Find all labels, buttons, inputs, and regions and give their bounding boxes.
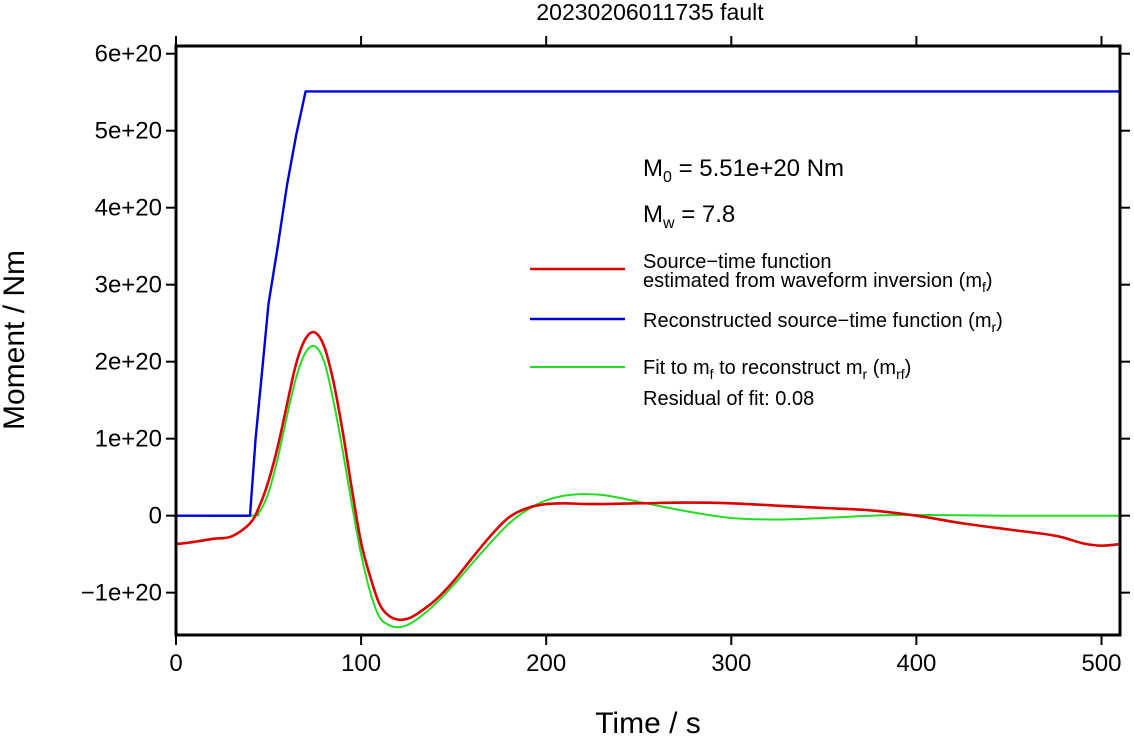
- x-tick-label: 500: [1081, 650, 1121, 677]
- series-line-mr: [176, 90, 1120, 517]
- chart-title: 20230206011735 fault: [536, 0, 764, 25]
- y-tick-label: 0: [149, 503, 162, 530]
- y-tick-label: 6e+20: [95, 41, 162, 68]
- x-tick-label: 100: [341, 650, 381, 677]
- y-tick-label: −1e+20: [81, 580, 162, 607]
- series-line-mrf: [176, 344, 1120, 629]
- x-tick-label: 0: [169, 650, 182, 677]
- legend-label-mf-line2: estimated from waveform inversion (mf): [643, 270, 993, 295]
- legend: Source−time function estimated from wave…: [530, 251, 1003, 410]
- y-tick-label: 5e+20: [95, 118, 162, 145]
- x-tick-label: 400: [896, 650, 936, 677]
- series-line-mf: [176, 330, 1120, 622]
- y-tick-label: 2e+20: [95, 349, 162, 376]
- residual-annotation: Residual of fit: 0.08: [643, 388, 814, 410]
- x-tick-label: 200: [526, 650, 566, 677]
- legend-label-mrf: Fit to mf to reconstruct mr (mrf): [643, 357, 911, 382]
- plot-frame: [174, 44, 1122, 637]
- mw-annotation: Mw = 7.8: [643, 201, 735, 232]
- x-axis-title: Time / s: [595, 707, 701, 736]
- y-tick-label: 3e+20: [95, 272, 162, 299]
- ticks-layer: 0 100 200 300 400 500 −1e+20 0 1e+20 2e+20 3e+20 4e…: [81, 36, 1130, 677]
- x-tick-label: 300: [711, 650, 751, 677]
- legend-label-mr: Reconstructed source−time function (mr): [643, 310, 1003, 335]
- series-layer: [176, 90, 1120, 629]
- legend-label-mf-line1: Source−time function: [643, 251, 831, 273]
- m0-annotation: M0 = 5.51e+20 Nm: [643, 155, 844, 186]
- y-axis-title: Moment / Nm: [0, 250, 31, 430]
- y-tick-label: 4e+20: [95, 195, 162, 222]
- y-tick-label: 1e+20: [95, 426, 162, 453]
